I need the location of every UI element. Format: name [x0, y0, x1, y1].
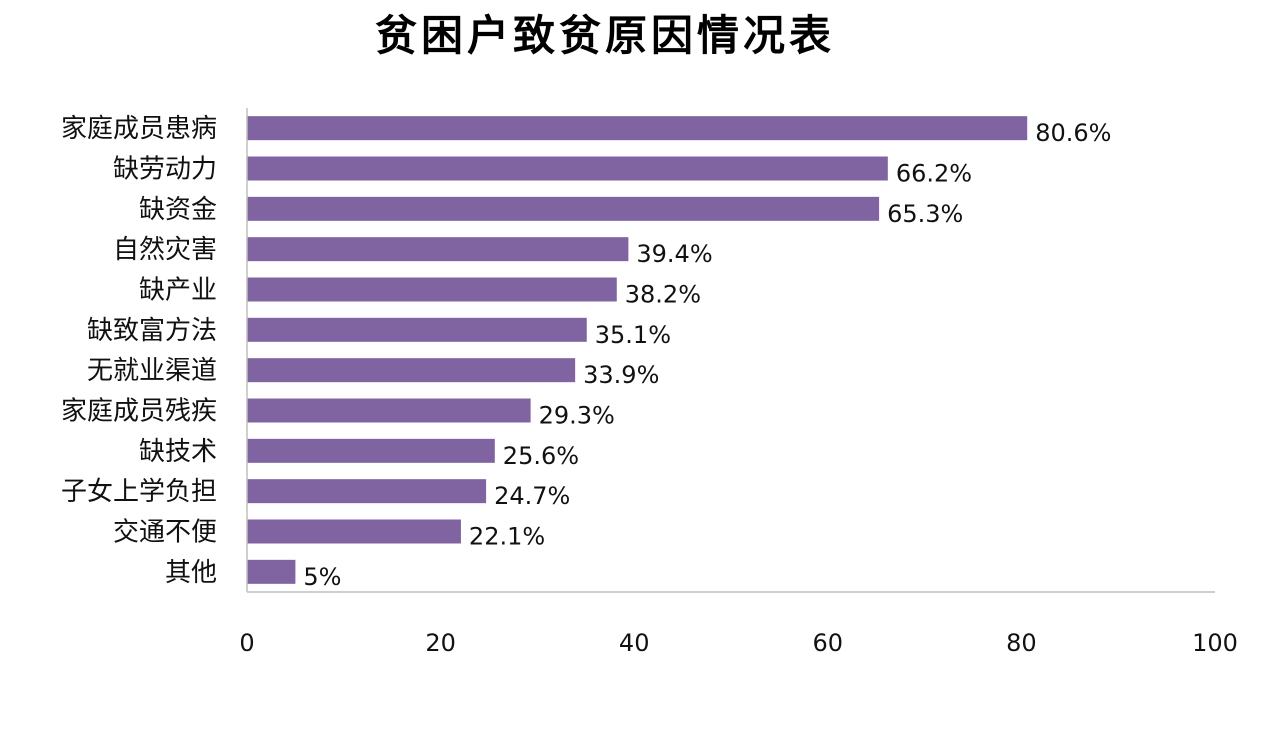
bar-10: [247, 479, 487, 504]
x-tick-label: 20: [425, 629, 456, 657]
category-label: 缺资金: [139, 195, 217, 225]
category-label: 自然灾害: [113, 235, 217, 265]
category-label: 其他: [165, 558, 217, 588]
x-tick-labels: 0 20 40 60 80 100: [239, 629, 1238, 657]
category-label: 家庭成员残疾: [61, 397, 217, 427]
x-tick-label: 80: [1006, 629, 1037, 657]
value-label: 66.2%: [896, 160, 972, 188]
category-label: 缺技术: [139, 437, 217, 467]
value-label: 33.9%: [583, 361, 659, 389]
bar-3: [247, 196, 880, 221]
value-label: 80.6%: [1035, 119, 1111, 147]
value-label: 29.3%: [539, 402, 615, 430]
category-label: 子女上学负担: [61, 477, 217, 507]
value-label: 25.6%: [503, 442, 579, 470]
bar-6: [247, 317, 587, 342]
category-label: 缺劳动力: [113, 155, 217, 185]
bar-5: [247, 277, 617, 302]
category-label: 缺产业: [139, 276, 217, 306]
value-label: 38.2%: [625, 281, 701, 309]
bar-2: [247, 156, 888, 181]
axes: [246, 108, 1215, 593]
bar-9: [247, 438, 495, 463]
x-tick-label: 100: [1192, 629, 1238, 657]
value-label: 35.1%: [595, 321, 671, 349]
value-label: 5%: [303, 563, 341, 591]
value-label: 65.3%: [887, 200, 963, 228]
category-labels: 家庭成员患病缺劳动力缺资金自然灾害缺产业缺致富方法无就业渠道家庭成员残疾缺技术子…: [61, 114, 217, 588]
category-label: 缺致富方法: [87, 316, 217, 346]
category-label: 交通不便: [113, 518, 217, 548]
value-labels: 80.6% 66.2% 65.3% 39.4% 38.2% 35.1% 33.9% 29.3%…: [303, 119, 1111, 591]
bar-1: [247, 116, 1028, 141]
x-tick-label: 60: [813, 629, 844, 657]
category-label: 家庭成员患病: [61, 114, 217, 144]
x-tick-label: 0: [239, 629, 254, 657]
x-tick-label: 40: [619, 629, 650, 657]
bars-layer: [247, 116, 1028, 584]
value-label: 39.4%: [636, 240, 712, 268]
value-label: 22.1%: [469, 523, 545, 551]
bar-8: [247, 398, 531, 423]
bar-11: [247, 519, 461, 544]
bar-12: [247, 559, 296, 584]
value-label: 24.7%: [494, 482, 570, 510]
bar-4: [247, 237, 629, 262]
category-label: 无就业渠道: [87, 356, 217, 386]
chart-title: 贫困户致贫原因情况表: [374, 11, 835, 60]
bar-7: [247, 358, 576, 383]
